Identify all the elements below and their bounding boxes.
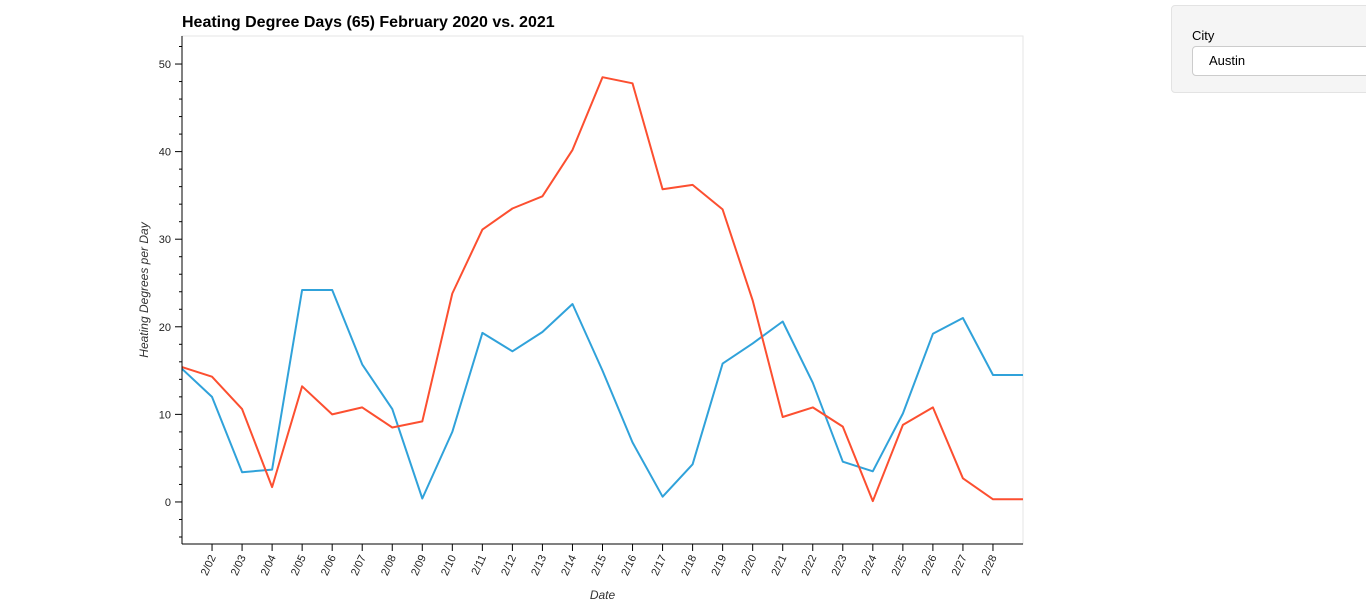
x-tick-label: 2/13 (529, 553, 549, 577)
axes-layer: 0 10 20 30 40 50 2/02 2/03 2/04 2/05 2/06 2/07 2/08 2… (159, 36, 1023, 578)
series-line-2 (181, 76, 1023, 503)
x-tick-label: 2/06 (319, 553, 339, 577)
x-tick-label: 2/17 (649, 553, 669, 577)
x-tick-label: 2/11 (469, 553, 489, 577)
y-tick-label: 50 (159, 59, 171, 71)
series-layer (181, 76, 1023, 503)
city-select[interactable]: Austin (1192, 46, 1366, 76)
chart: Heating Degree Days (65) February 2020 v… (137, 14, 1024, 602)
x-tick-label: 2/18 (679, 553, 699, 577)
x-tick-label: 2/08 (379, 553, 399, 577)
x-tick-label: 2/21 (770, 553, 790, 577)
y-tick-label: 30 (159, 234, 171, 246)
x-tick-label: 2/14 (559, 553, 579, 577)
x-tick-label: 2/26 (920, 553, 940, 577)
y-axis-label: Heating Degrees per Day (137, 221, 151, 357)
x-tick-label: 2/15 (589, 553, 609, 577)
y-tick-label: 20 (159, 322, 171, 334)
y-tick-label: 10 (159, 409, 171, 421)
x-tick-label: 2/28 (980, 553, 1000, 577)
x-tick-label: 2/20 (739, 553, 759, 577)
x-tick-label: 2/24 (860, 553, 880, 577)
x-tick-label: 2/03 (229, 553, 249, 577)
x-tick-label: 2/02 (199, 553, 219, 577)
x-tick-label: 2/16 (619, 553, 639, 577)
y-tick-label: 0 (165, 497, 171, 509)
x-tick-label: 2/22 (800, 553, 820, 577)
series-line-1 (181, 289, 1023, 500)
x-tick-label: 2/05 (289, 553, 309, 577)
x-tick-label: 2/19 (709, 553, 729, 577)
x-axis-label: Date (590, 588, 616, 602)
city-widget-panel: City Austin (1171, 5, 1366, 93)
city-label: City (1192, 28, 1215, 43)
x-tick-label: 2/23 (830, 553, 850, 577)
x-tick-label: 2/07 (349, 553, 369, 577)
x-tick-label: 2/10 (439, 553, 459, 577)
x-tick-label: 2/25 (890, 553, 910, 577)
chart-title: Heating Degree Days (65) February 2020 v… (182, 14, 555, 31)
x-tick-label: 2/09 (409, 553, 429, 577)
x-tick-label: 2/04 (259, 553, 279, 577)
y-tick-label: 40 (159, 147, 171, 159)
x-tick-label: 2/12 (499, 553, 519, 577)
x-tick-label: 2/27 (950, 553, 970, 577)
